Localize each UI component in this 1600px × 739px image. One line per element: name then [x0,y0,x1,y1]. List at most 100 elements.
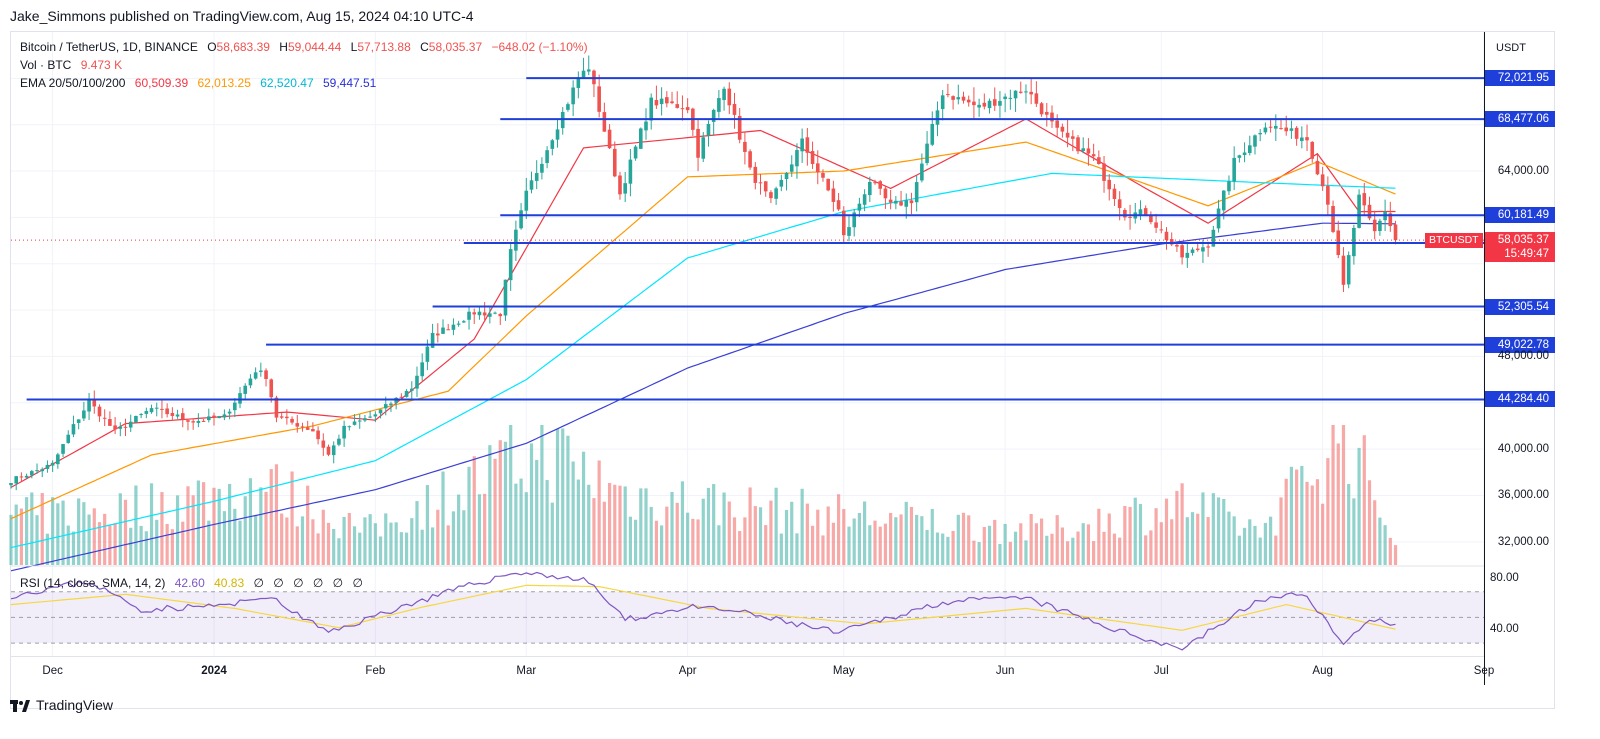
volume-bar [165,523,169,565]
volume-bar [503,441,508,565]
candle [696,118,700,172]
candle [680,95,685,121]
candle [920,153,924,183]
volume-bar [1159,522,1163,565]
candle-body [743,141,747,152]
candle [1149,211,1153,225]
candle-body [139,414,143,416]
candle [1050,105,1054,128]
candle-body [97,406,102,417]
candle [795,143,799,179]
candle-body [612,148,617,177]
candle [227,408,232,420]
volume-bar [1175,490,1179,565]
volume-bar [816,509,820,565]
hidden-value-icon: ∅ [293,576,304,590]
volume-bar [1367,480,1372,565]
price-tick-label: 32,000.00 [1497,535,1549,548]
currency-button[interactable]: USDT [1496,42,1526,54]
candle-body [935,110,940,125]
candle-body [946,94,950,96]
candle-body [82,410,86,419]
candle [170,407,175,421]
candle [9,483,13,489]
symbol-label[interactable]: Bitcoin / TetherUS, 1D, BINANCE [20,40,198,54]
volume-bar [358,532,362,565]
rsi-line [10,571,1396,651]
volume-bar [1336,443,1340,565]
volume-bar [1258,537,1262,565]
ema-label[interactable]: EMA 20/50/100/200 [20,76,126,90]
candle-body [852,212,857,228]
volume-bar [566,435,570,565]
candle [82,401,86,422]
candle [633,144,638,161]
candle-body [102,417,107,419]
candle-body [264,370,268,379]
volume-bar [1347,483,1351,565]
candle-body [1050,112,1054,122]
candle [326,444,331,457]
candle-body [201,420,206,422]
candle-body [279,416,284,418]
volume-bar [1034,523,1038,565]
candle [831,180,836,212]
volume-bar [207,520,211,565]
candle-body [347,426,352,428]
volume-bar [316,533,320,565]
volume-layer [9,425,1398,565]
candle-body [118,426,123,429]
volume-bar [514,483,518,565]
candle [1232,146,1236,191]
candle-body [597,86,601,112]
candle [1076,135,1080,155]
candle [1279,118,1283,130]
candle-body [1013,90,1018,99]
rsi-label[interactable]: RSI (14, close, SMA, 14, 2) [20,576,166,590]
volume-bar [160,492,164,565]
candle [524,177,529,219]
candle [748,149,752,170]
candle-body [352,421,357,425]
candle-body [810,151,815,164]
candle-body [420,362,424,377]
candle-layer [9,55,1398,491]
candle-body [274,397,279,418]
candle [180,408,185,428]
candle [581,57,586,79]
candle [586,55,591,76]
volume-bar [425,485,429,565]
tradingview-logo[interactable]: TradingView [10,697,113,713]
volume-bar [25,497,29,565]
candle [337,434,341,447]
volume-bar [925,529,929,565]
volume-bar [1300,465,1304,565]
candle [612,141,617,178]
candle [894,196,898,210]
candle-body [644,121,648,131]
candle-body [883,188,888,199]
candle-body [680,108,685,110]
volume-bar [170,529,174,565]
time-tick-label: Mar [516,665,537,677]
candle [300,422,305,432]
candle-body [243,385,248,394]
candle-body [659,98,664,105]
candle [659,87,664,116]
volume-bar [1242,527,1247,565]
candle [92,390,97,414]
volume-bar [1232,516,1236,565]
level-price-label: 44,284.40 [1485,391,1555,408]
hidden-value-icon: ∅ [352,576,363,590]
volume-bar [915,514,919,565]
candle-body [1263,127,1268,133]
candle-body [477,311,482,316]
volume-bar [415,501,419,565]
candle [264,368,268,387]
volume-bar [149,483,154,565]
volume-bar [118,493,122,565]
volume-label[interactable]: Vol · BTC [20,58,72,72]
candle-body [1258,133,1262,135]
volume-bar [1008,541,1012,565]
